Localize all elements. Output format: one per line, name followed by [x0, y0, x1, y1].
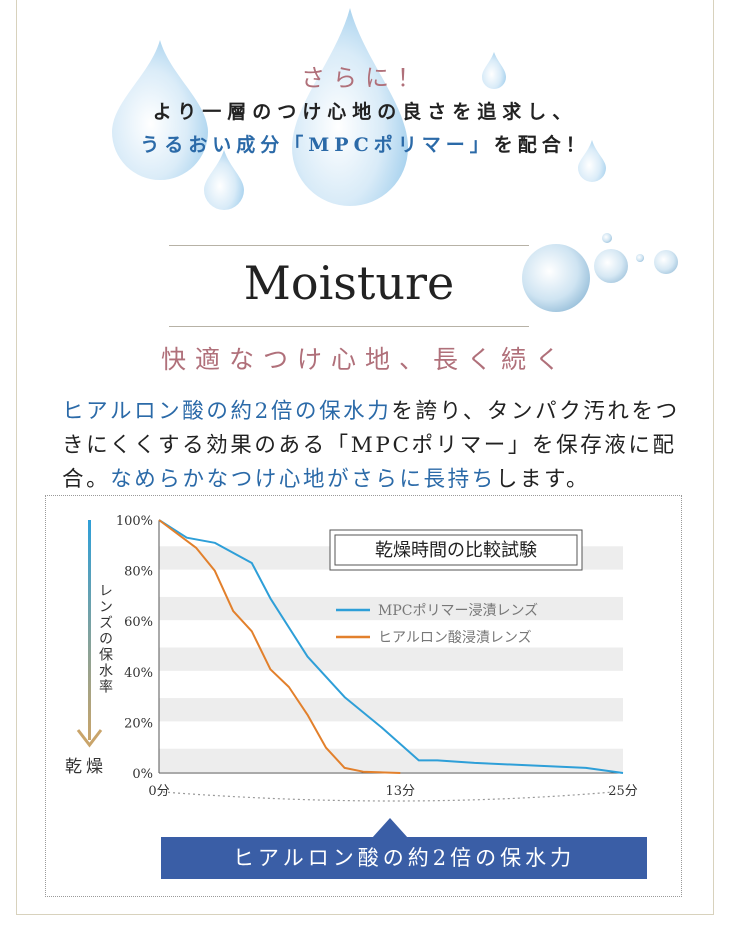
bubble-icon: [522, 244, 590, 312]
y-tick-label: 100%: [116, 514, 153, 529]
water-drop-icon: [112, 40, 208, 180]
y-tick-label: 0%: [132, 767, 153, 782]
page-frame: [16, 0, 714, 915]
water-drop-icon: [578, 140, 606, 182]
y-tick-label: 80%: [124, 565, 153, 580]
arrow-head-icon: [76, 729, 103, 748]
headline-line-2-rest: を配合！: [493, 134, 590, 156]
grid-band: [159, 748, 623, 772]
body-text: ヒアルロン酸の約2倍の保水力を誇り、タンパク汚れをつきにくくする効果のある「MP…: [62, 395, 702, 497]
bubble-icon: [602, 233, 612, 243]
y-tick-label: 40%: [124, 666, 153, 681]
series-line: [158, 519, 401, 774]
x-tick-label: 0分: [148, 784, 169, 799]
chart-box: [45, 495, 682, 897]
body-highlight-2: なめらかなつけ心地がさらに長持ち: [110, 467, 496, 492]
headline-line-1: より一層のつけ心地の良さを追求し、: [152, 101, 578, 123]
mpc-polymer-highlight: うるおい成分「MPCポリマー」: [140, 134, 494, 156]
body-text-2: します。: [495, 467, 591, 492]
chart-title: 乾燥時間の比較試験: [375, 540, 537, 561]
bubble-icon: [594, 249, 628, 283]
divider-top: [169, 245, 529, 246]
banner-pointer: [372, 818, 408, 838]
banner: ヒアルロン酸の約2倍の保水力: [161, 837, 647, 879]
bubble-icon: [654, 250, 678, 274]
body-highlight-1: ヒアルロン酸の約2倍の保水力: [62, 399, 392, 424]
dryness-label: 乾燥: [65, 757, 107, 777]
x-tick-label: 25分: [608, 784, 638, 799]
sarani-heading: さらに！: [301, 64, 429, 92]
x-tick-label: 13分: [386, 784, 416, 799]
y-tick-label: 60%: [124, 615, 153, 630]
legend-label: ヒアルロン酸浸漬レンズ: [378, 630, 532, 646]
water-drop-icon: [482, 52, 506, 89]
legend-label: MPCポリマー浸漬レンズ: [378, 603, 538, 619]
section-subtitle: 快適なつけ心地、長く続く: [160, 345, 569, 374]
divider-bottom: [169, 326, 529, 327]
y-tick-label: 20%: [124, 716, 153, 731]
grid-band: [159, 647, 623, 671]
chart-title-box: [329, 529, 583, 571]
water-drops-decoration: [112, 8, 678, 312]
series-line: [158, 519, 624, 774]
grid-band: [159, 698, 623, 722]
bubble-icon: [636, 254, 644, 262]
y-axis-label: レンズの保水率: [97, 583, 113, 695]
water-drop-icon: [204, 150, 244, 210]
grid-band: [159, 596, 623, 621]
water-drop-icon: [292, 8, 408, 206]
headline-line-2: うるおい成分「MPCポリマー」を配合！: [0, 130, 730, 157]
dryness-arrow-icon: [88, 520, 91, 740]
section-title: Moisture: [243, 256, 455, 310]
body-text-1: を誇り、タンパク汚れをつきにくくする効果のある「MPCポリマー」を保存液に配合。: [62, 399, 680, 492]
